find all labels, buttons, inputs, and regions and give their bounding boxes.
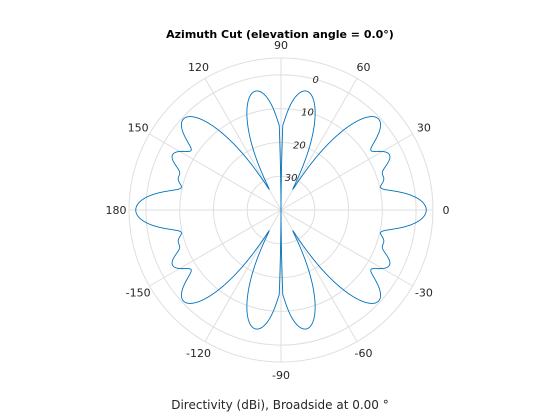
- radial-tick-label: 0: [312, 75, 318, 86]
- angle-tick-label: -120: [186, 347, 211, 360]
- chart-title: Azimuth Cut (elevation angle = 0.0°): [166, 28, 394, 41]
- angle-tick-label: 30: [417, 122, 431, 135]
- radial-tick-labels: 0 10 20 30: [285, 75, 319, 184]
- angle-tick-label: 180: [106, 204, 127, 217]
- angle-tick-label: -150: [126, 287, 151, 300]
- radial-tick-label: 20: [293, 140, 306, 151]
- x-axis-label: Directivity (dBi), Broadside at 0.00 °: [171, 398, 389, 412]
- directivity-series-line: [135, 90, 427, 330]
- angle-tick-label: -60: [355, 347, 373, 360]
- angle-tick-label: 90: [274, 39, 288, 52]
- angle-tick-label: -30: [415, 287, 433, 300]
- angle-tick-label: -90: [272, 369, 290, 382]
- radial-tick-label: 10: [301, 108, 314, 119]
- angle-tick-labels: 0 30 60 90 120 150 180 -150 -120 -90 -60 -30: [106, 39, 450, 382]
- angle-tick-label: 60: [357, 61, 371, 74]
- directivity-trace: [135, 90, 427, 330]
- angle-tick-label: 150: [128, 122, 149, 135]
- angle-tick-label: 0: [443, 204, 450, 217]
- angle-tick-label: 120: [188, 61, 209, 74]
- radial-tick-label: 30: [285, 173, 298, 184]
